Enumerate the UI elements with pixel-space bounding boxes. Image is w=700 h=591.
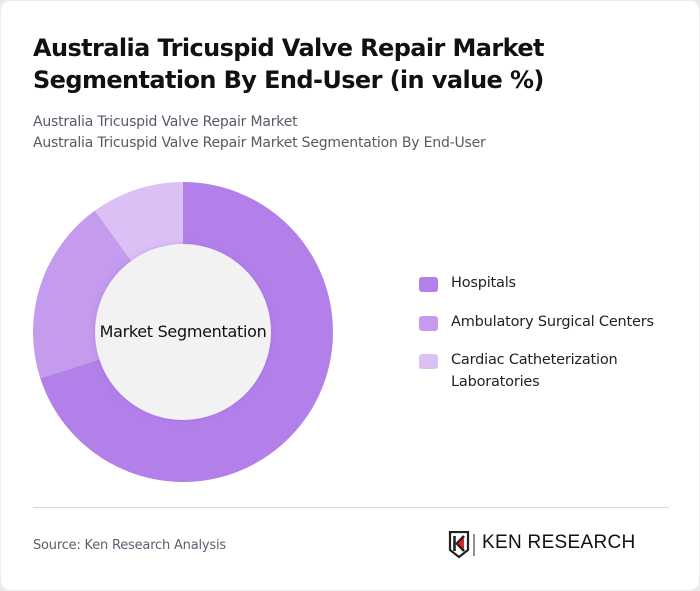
chart-subtitle-market: Australia Tricuspid Valve Repair Market [33,114,298,130]
legend-swatch-ambulatory [419,316,438,331]
chart-subtitle-segmentation: Australia Tricuspid Valve Repair Market … [33,135,486,151]
ken-research-logo-icon [448,530,475,559]
legend-swatch-cardiac [419,354,438,369]
legend-label-cardiac-line1: Cardiac Catheterization [451,352,618,368]
ken-research-logo-text: KEN RESEARCH [482,532,636,553]
chart-title: Australia Tricuspid Valve Repair Market … [33,34,544,94]
legend-label-cardiac-line2: Laboratories [451,374,540,390]
footer-divider [33,507,669,508]
legend-label-ambulatory: Ambulatory Surgical Centers [451,314,654,330]
donut-center-label: Market Segmentation [99,322,267,341]
donut-center [95,244,271,420]
ken-research-logo: KEN RESEARCH [448,530,635,559]
legend-label-hospitals: Hospitals [451,275,516,291]
legend-swatch-hospitals [419,277,438,292]
donut-chart [32,182,333,483]
source-note: Source: Ken Research Analysis [33,538,226,553]
